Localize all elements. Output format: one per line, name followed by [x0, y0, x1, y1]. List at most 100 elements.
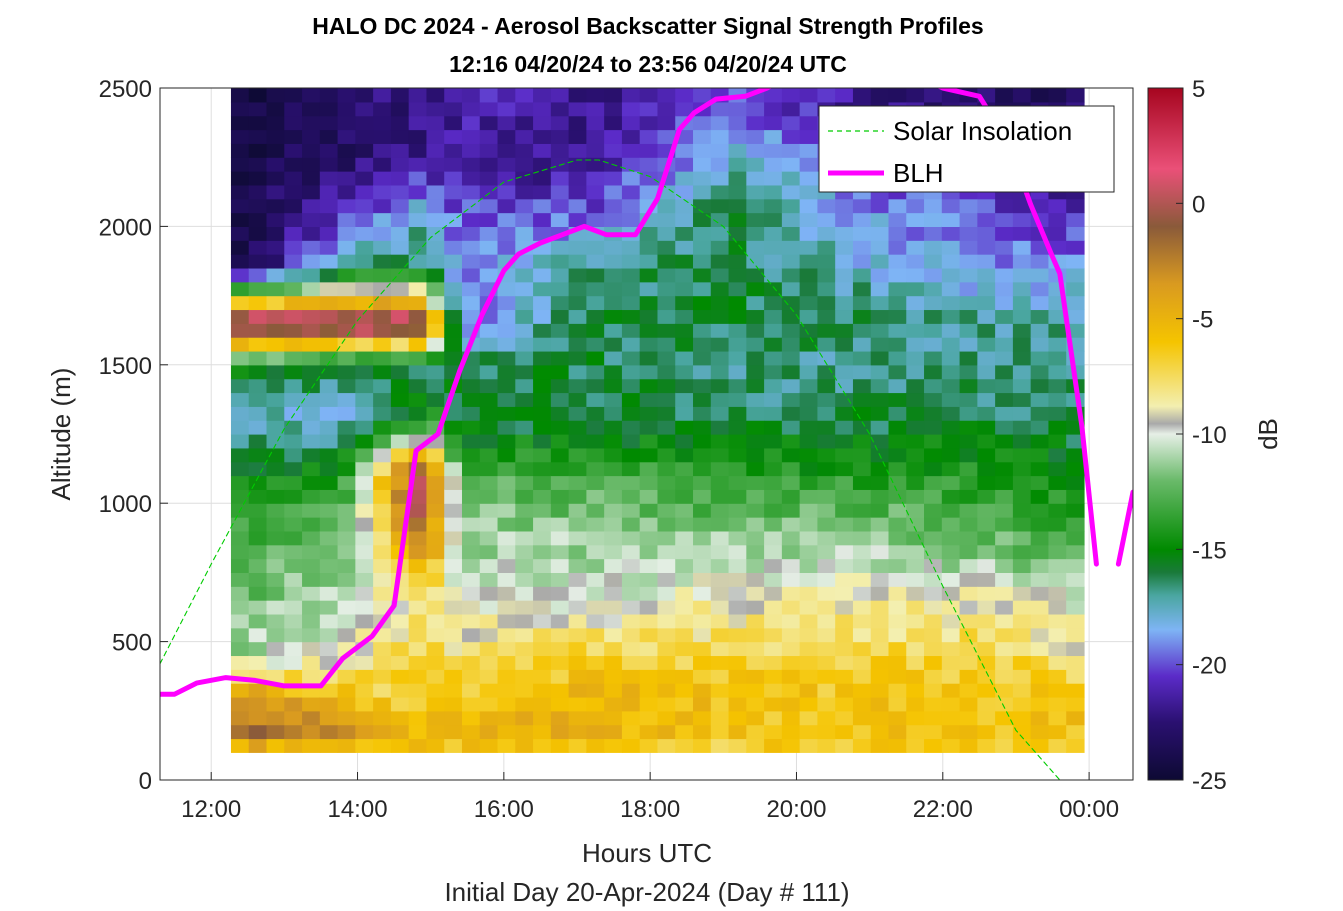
heatmap-cell: [337, 392, 356, 407]
heatmap-cell: [781, 696, 801, 712]
heatmap-cell: [533, 475, 552, 490]
heatmap-cell: [497, 489, 516, 504]
heatmap-cell: [444, 586, 463, 601]
heatmap-cell: [817, 226, 836, 241]
heatmap-cell: [924, 461, 943, 477]
heatmap-cell: [1048, 613, 1067, 629]
heatmap-cell: [906, 641, 925, 657]
x-axis: 12:00 14:00 16:00 18:00 20:00 22:00 00:00: [181, 772, 1119, 823]
heatmap-cell: [657, 254, 676, 269]
heatmap-cell: [888, 309, 907, 324]
heatmap-cell: [817, 724, 836, 740]
heatmap-cell: [781, 530, 801, 546]
heatmap-cell: [817, 683, 836, 698]
heatmap-cell: [995, 683, 1014, 698]
heatmap-cell: [621, 157, 641, 172]
heatmap-cell: [995, 323, 1014, 338]
heatmap-cell: [550, 212, 570, 227]
heatmap-cell: [924, 641, 943, 657]
heatmap-cell: [497, 171, 516, 186]
chart-subtitle: 12:16 04/20/24 to 23:56 04/20/24 UTC: [449, 51, 847, 77]
heatmap-cell: [710, 738, 730, 753]
heatmap-cell: [675, 143, 694, 158]
heatmap-cell: [604, 572, 623, 587]
heatmap-cell: [675, 434, 694, 449]
heatmap-cell: [230, 115, 250, 131]
heatmap-cell: [604, 309, 623, 324]
heatmap-cell: [888, 475, 907, 490]
heatmap-cell: [781, 406, 801, 421]
heatmap-cell: [639, 738, 659, 753]
heatmap-cell: [266, 88, 285, 103]
heatmap-cell: [266, 143, 285, 158]
heatmap-cell: [390, 378, 410, 394]
heatmap-cell: [924, 392, 943, 407]
heatmap-cell: [781, 434, 801, 449]
heatmap-cell: [710, 295, 730, 311]
heatmap-cell: [497, 157, 516, 172]
heatmap-cell: [373, 281, 392, 297]
heatmap-cell: [550, 267, 570, 283]
heatmap-cell: [337, 544, 356, 560]
heatmap-cell: [373, 738, 392, 753]
y-tick-label: 1000: [99, 491, 152, 518]
heatmap-cell: [604, 434, 623, 449]
heatmap-cell: [515, 406, 534, 421]
heatmap-cell: [888, 392, 907, 407]
heatmap-cell: [390, 88, 410, 103]
heatmap-cell: [444, 157, 463, 172]
heatmap-cell: [497, 143, 516, 158]
heatmap-cell: [781, 544, 801, 560]
heatmap-cell: [284, 281, 303, 297]
heatmap-cell: [284, 157, 303, 172]
heatmap-cell: [995, 475, 1014, 490]
y-axis-label: Altitude (m): [46, 368, 76, 501]
heatmap-cell: [852, 558, 872, 573]
heatmap-cell: [959, 613, 978, 629]
heatmap-cell: [337, 724, 356, 740]
heatmap-cell: [408, 517, 428, 532]
heatmap-cell: [1030, 613, 1050, 629]
heatmap-cell: [852, 323, 872, 338]
x-tick-label: 22:00: [913, 796, 973, 823]
heatmap-cell: [533, 489, 552, 504]
heatmap-cell: [728, 212, 747, 227]
heatmap-cell: [870, 350, 890, 366]
heatmap-cell: [248, 364, 268, 380]
heatmap-cell: [657, 724, 676, 740]
heatmap-cell: [941, 212, 961, 227]
heatmap-cell: [497, 572, 516, 587]
heatmap-cell: [941, 434, 961, 449]
heatmap-cell: [746, 434, 765, 449]
heatmap-cell: [550, 378, 570, 394]
heatmap-cell: [586, 447, 605, 463]
heatmap-cell: [444, 226, 463, 241]
heatmap-cell: [604, 406, 623, 421]
heatmap-cell: [1030, 406, 1050, 421]
heatmap-cell: [604, 184, 623, 200]
heatmap-cell: [746, 240, 765, 255]
heatmap-cell: [461, 517, 481, 532]
heatmap-cell: [230, 558, 250, 573]
heatmap-cell: [408, 503, 428, 518]
heatmap-cell: [408, 655, 428, 670]
heatmap-cell: [657, 129, 676, 144]
heatmap-cell: [746, 475, 765, 490]
heatmap-cell: [230, 447, 250, 463]
heatmap-cell: [319, 724, 339, 740]
heatmap-cell: [444, 171, 463, 186]
heatmap-cell: [604, 295, 623, 311]
heatmap-cell: [959, 683, 978, 698]
x-tick-label: 16:00: [474, 796, 534, 823]
heatmap-cell: [497, 226, 516, 241]
heatmap-cell: [604, 420, 623, 435]
heatmap-cell: [461, 392, 481, 407]
heatmap-cell: [390, 267, 410, 283]
heatmap-cell: [230, 586, 250, 601]
heatmap-cell: [728, 586, 747, 601]
heatmap-cell: [1012, 627, 1032, 643]
heatmap-cell: [337, 184, 356, 200]
heatmap-cell: [781, 88, 801, 103]
heatmap-cell: [302, 337, 321, 352]
heatmap-cell: [373, 530, 392, 546]
